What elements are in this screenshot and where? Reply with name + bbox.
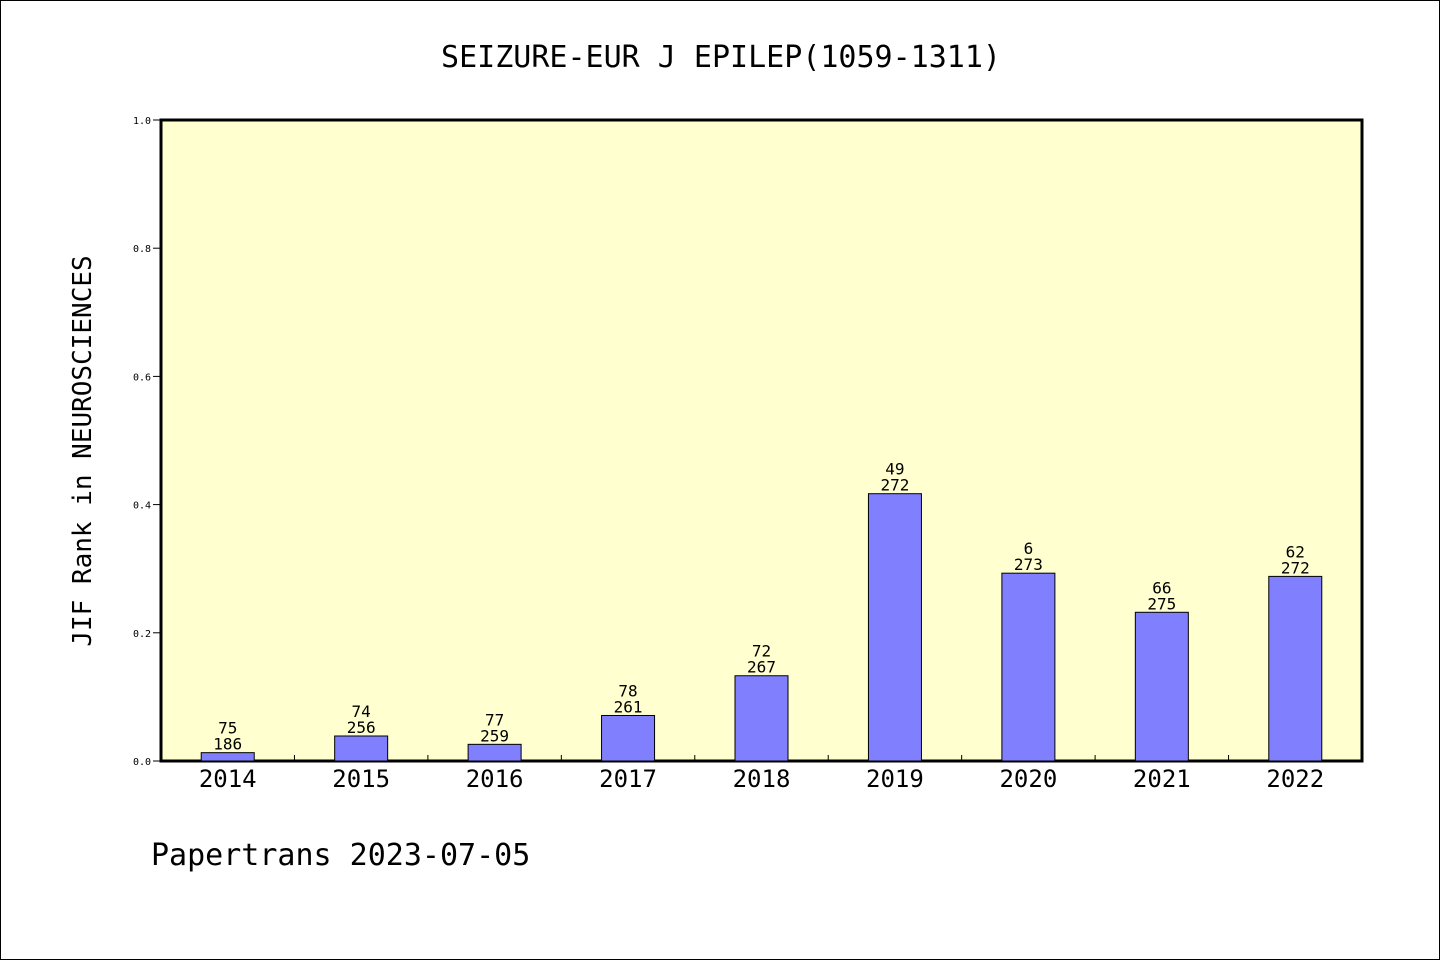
bar-label-total: 272: [1281, 558, 1310, 577]
bar: [1001, 572, 1056, 762]
y-axis-title: JIF Rank in NEUROSCIENCES: [68, 255, 98, 646]
bar: [334, 735, 389, 762]
y-axis-ticks: 0.0 0.2 0.4 0.6 0.8 1.0: [133, 116, 161, 768]
y-tick-label: 1.0: [133, 116, 151, 127]
bars: [200, 493, 1323, 762]
x-tick-label: 2016: [466, 765, 524, 793]
x-axis-ticks: [293, 755, 1230, 761]
bar-label-total: 267: [747, 658, 776, 677]
x-tick-label: 2014: [199, 765, 257, 793]
bar-label-rank: 74: [352, 702, 371, 721]
x-axis-labels: 2014 2015 2016 2017 2018 2019 2020 2021 2022: [199, 765, 1324, 793]
x-tick-label: 2021: [1133, 765, 1191, 793]
bar: [601, 714, 656, 762]
x-tick-label: 2022: [1266, 765, 1324, 793]
bar-label-rank: 49: [885, 460, 904, 479]
x-tick-label: 2018: [733, 765, 791, 793]
bar-label-rank: 78: [618, 681, 637, 700]
bar-label-total: 186: [213, 735, 242, 754]
bar: [867, 493, 922, 762]
bar-label-total: 272: [880, 476, 909, 495]
bar: [1134, 611, 1189, 762]
bar-label-rank: 62: [1286, 542, 1305, 561]
x-tick-label: 2020: [999, 765, 1057, 793]
bar-label-total: 261: [614, 697, 643, 716]
bar-label-rank: 72: [752, 642, 771, 661]
y-tick-label: 0.0: [133, 757, 151, 768]
x-tick-label: 2019: [866, 765, 924, 793]
bar: [200, 752, 255, 762]
bar-label-total: 256: [347, 718, 376, 737]
bar: [734, 675, 789, 762]
bar-label-rank: 77: [485, 710, 504, 729]
bar-label-total: 273: [1014, 555, 1043, 574]
y-tick-label: 0.6: [133, 372, 151, 383]
footer-text: Papertrans 2023-07-05: [151, 838, 530, 873]
y-tick-label: 0.8: [133, 244, 151, 255]
bar-label-total: 259: [480, 726, 509, 745]
x-tick-label: 2015: [332, 765, 390, 793]
bar-label-rank: 6: [1024, 539, 1034, 558]
bar: [467, 743, 522, 762]
bar-label-rank: 66: [1152, 578, 1171, 597]
chart-title: SEIZURE-EUR J EPILEP(1059-1311): [441, 40, 1001, 75]
bar: [1268, 575, 1323, 762]
y-tick-label: 0.4: [133, 501, 151, 512]
y-tick-label: 0.2: [133, 629, 151, 640]
x-tick-label: 2017: [599, 765, 657, 793]
bar-label-rank: 75: [218, 719, 237, 738]
bar-label-total: 275: [1147, 594, 1176, 613]
